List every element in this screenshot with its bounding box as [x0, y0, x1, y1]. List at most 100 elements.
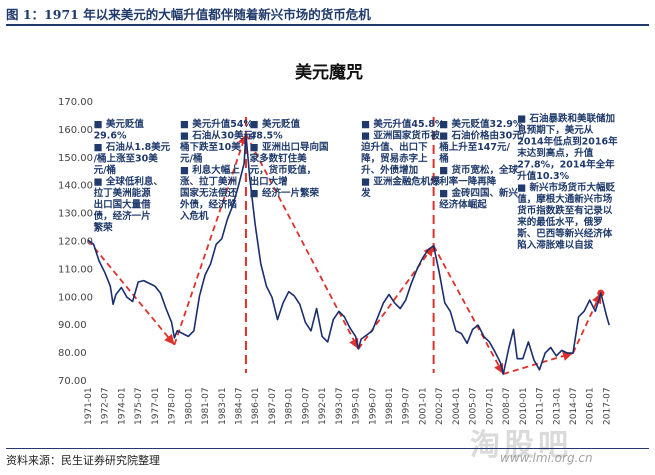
anno-1980-line: 外债，经济陷 — [179, 199, 237, 211]
y-tick-label: 140.00 — [58, 181, 93, 192]
x-tick-label: 1980-01 — [184, 387, 194, 425]
trend-segment — [173, 133, 247, 346]
anno-2002-line: 桶 — [438, 153, 449, 165]
x-tick-label: 1990-07 — [301, 387, 311, 425]
anno-2014-line: 末达到高点，升值 — [516, 147, 594, 159]
anno-1980-line: 桶下跌至10美 — [179, 141, 241, 153]
watermark-url: www.lmi.org.cn — [500, 451, 593, 465]
x-tick-label: 2016-01 — [586, 387, 596, 425]
anno-1995-line: ■ 美元升值45.8% — [361, 118, 445, 130]
anno-2014-line: 值，摩根大通新兴市场 — [517, 193, 613, 205]
anno-2014-line: 升值10.3% — [517, 170, 569, 182]
anno-1971-line: ■ 全球低利息、 — [94, 176, 163, 188]
annotations: ■ 美元贬值 29.6%■ 石油从1.8美元 /桶上涨至30美 元/桶■ 全球低… — [93, 113, 619, 252]
x-tick-label: 2013-01 — [552, 387, 562, 425]
x-tick-label: 2011-07 — [536, 387, 546, 425]
anno-1995-line: 发 — [360, 187, 371, 199]
anno-1986-line: 元，货币贬值， — [250, 164, 317, 176]
anno-1986-line: ■ 美元贬值 — [250, 118, 301, 130]
x-tick-label: 1972-07 — [101, 387, 111, 425]
anno-1971-line: 债，经济一片 — [94, 210, 151, 222]
x-tick-label: 1983-01 — [218, 387, 228, 425]
x-tick-label: 1984-07 — [235, 387, 245, 425]
anno-1971-line: 29.6% — [94, 131, 127, 142]
trend-segment — [503, 352, 574, 375]
x-axis-ticks: 1971-01 1972-07 1974-01 1975-07 1977-01 1978-… — [84, 387, 612, 425]
x-tick-label: 1987-07 — [268, 387, 278, 425]
x-tick-label: 2010-01 — [519, 387, 529, 425]
x-tick-label: 2001-01 — [418, 387, 428, 425]
source-rule — [6, 448, 649, 449]
anno-1986-line: 出口大增 — [250, 176, 288, 188]
usd-index-line — [87, 133, 610, 375]
anno-1995-line: 升、外债增加 — [361, 164, 418, 176]
x-tick-label: 2002-07 — [435, 387, 445, 425]
trend-segment — [87, 239, 176, 346]
y-tick-label: 110.00 — [58, 264, 93, 275]
anno-1980-line: 元/桶 — [180, 153, 202, 165]
x-tick-label: 1986-01 — [251, 387, 261, 425]
x-tick-label: 1989-01 — [285, 387, 295, 425]
anno-1980-line: ■ 利息大幅上 — [180, 164, 240, 176]
y-tick-label: 80.00 — [58, 348, 87, 359]
y-axis-ticks: 70.00 80.00 90.00 100.00 110.00 120.00 130.00 1… — [58, 97, 93, 387]
x-tick-label: 2005-07 — [469, 387, 479, 425]
anno-2014-line: 斯、巴西等新兴经济体 — [517, 228, 613, 240]
x-tick-label: 1998-01 — [385, 387, 395, 425]
caption-rule — [6, 24, 649, 26]
anno-2014-line: 27.8%，2014年全年 — [517, 159, 615, 171]
x-tick-label: 1995-01 — [352, 387, 362, 425]
trend-arrow — [561, 351, 573, 361]
series-lines — [87, 133, 610, 375]
anno-1995-line: 迫升值、出口下 — [360, 141, 428, 153]
anno-1980-line: ■ 石油从30美元/ — [180, 130, 257, 142]
x-tick-label: 1975-07 — [134, 387, 144, 425]
chart-title: 美元魔咒 — [295, 62, 363, 83]
anno-2002-line: ■ 货币宽松，全球 — [439, 164, 518, 176]
anno-1980-line: 涨、拉丁美洲 — [180, 176, 237, 188]
anno-1986-line: ■ 经济一片繁荣 — [250, 187, 320, 199]
anno-1995-line: ■ 亚洲金融危机爆 — [361, 176, 440, 188]
x-tick-label: 1992-01 — [318, 387, 328, 425]
anno-2002-line: 桶上升至147元/ — [438, 141, 510, 153]
chart: 美元魔咒 70.00 80.00 90.00 100.00 110.00 120.00 13… — [58, 62, 619, 425]
anno-2014-line: ■ 石油暴跌和美联储加 — [517, 113, 615, 125]
anno-2014-line: 2014年低点到2016年 — [517, 136, 618, 148]
anno-1986-line: 48.5% — [250, 131, 283, 142]
x-tick-label: 2017-07 — [602, 387, 612, 425]
anno-1971-line: 元/桶 — [94, 164, 116, 176]
trend-segment — [572, 292, 602, 354]
x-tick-label: 1996-07 — [368, 387, 378, 425]
x-tick-label: 2004-01 — [452, 387, 462, 425]
y-tick-label: 130.00 — [58, 209, 93, 220]
anno-1971-line: 繁荣 — [93, 222, 114, 234]
trend-segment — [432, 245, 505, 375]
anno-1980-line: 入危机 — [179, 210, 209, 222]
anno-2002-line: ■ 金砖四国、新兴 — [439, 187, 518, 199]
anno-1986-line: ■ 亚洲出口导向国 — [250, 141, 329, 153]
y-tick-label: 150.00 — [58, 153, 93, 164]
y-tick-label: 160.00 — [58, 125, 93, 136]
x-tick-label: 2007-01 — [485, 387, 495, 425]
anno-2014-line: 息预期下，美元从 — [517, 124, 594, 136]
y-tick-label: 120.00 — [58, 237, 93, 248]
anno-1971-line: /桶上涨至30美 — [94, 153, 159, 165]
x-tick-label: 1974-01 — [117, 387, 127, 425]
anno-1980-line: 国家无法偿还 — [180, 187, 238, 199]
anno-1971-line: ■ 美元贬值 — [94, 118, 145, 130]
anno-2014-line: 陷入滞胀难以自拔 — [517, 239, 594, 251]
anno-1995-line: ■ 亚洲国家货币被 — [361, 130, 440, 142]
anno-1971-line: 拉丁美洲能源 — [94, 187, 152, 199]
x-tick-label: 1999-07 — [402, 387, 412, 425]
anno-2014-line: ■ 新兴市场货币大幅贬 — [517, 182, 615, 194]
anno-2014-line: 来的最低水平，俄罗 — [516, 216, 603, 228]
x-tick-label: 1993-07 — [335, 387, 345, 425]
trend-arrow — [164, 333, 175, 345]
anno-2002-line: 利率一降再降 — [438, 176, 497, 188]
anno-1971-line: ■ 石油从1.8美元 — [94, 141, 171, 153]
y-tick-label: 170.00 — [58, 97, 93, 108]
source-note: 资料来源：民生证券研究院整理 — [6, 454, 160, 467]
anno-2014-line: 货币指数跌至有记录以 — [516, 205, 613, 217]
anno-1995-line: 降，贸易赤字上 — [361, 153, 428, 165]
y-tick-label: 100.00 — [58, 292, 93, 303]
